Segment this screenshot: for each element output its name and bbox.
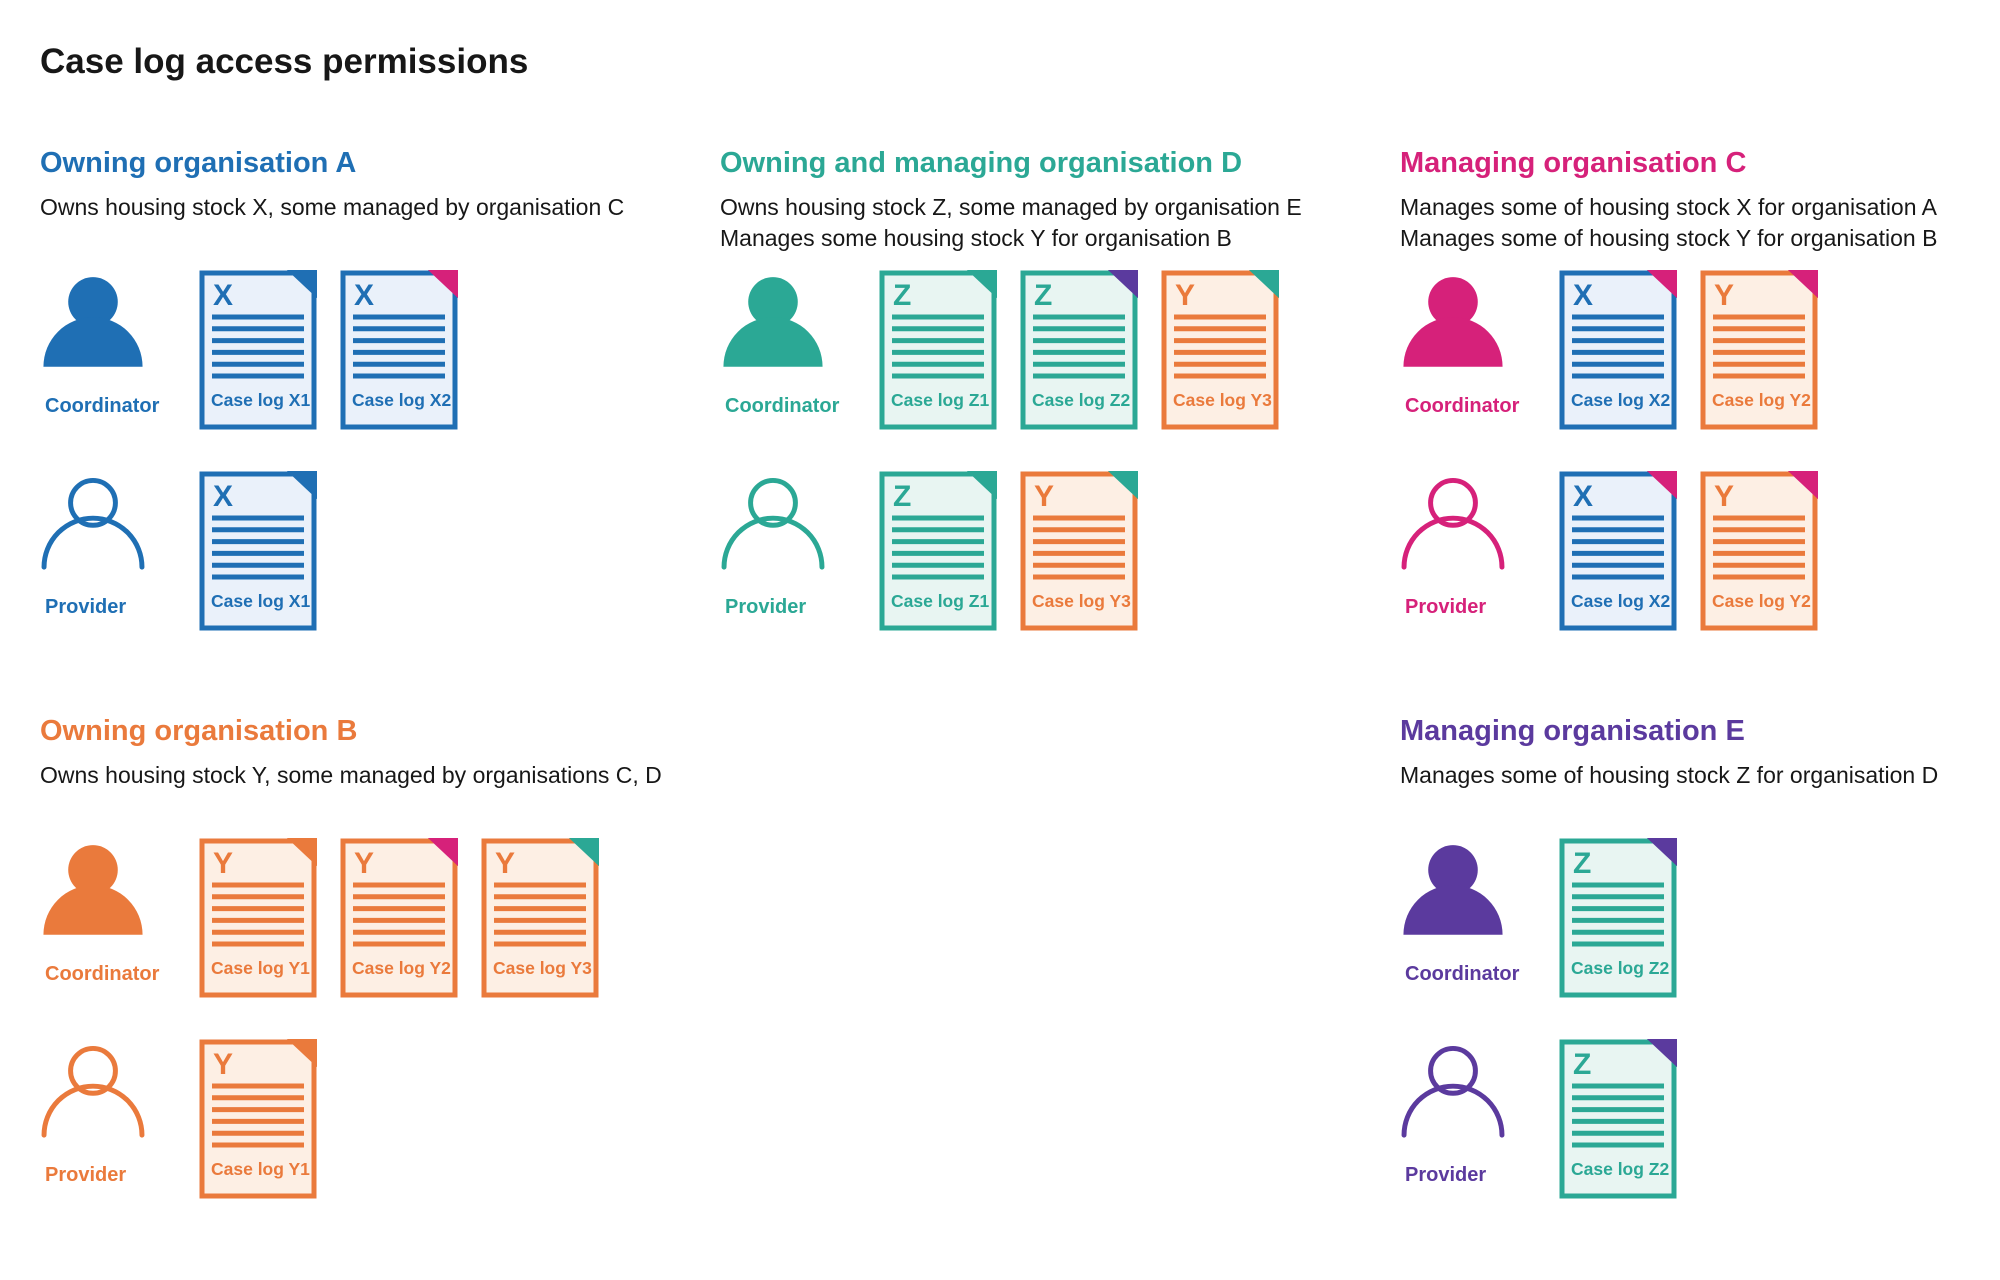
svg-text:Case log Z2: Case log Z2 [1032, 390, 1130, 410]
svg-text:Case log Y3: Case log Y3 [1173, 390, 1272, 410]
svg-text:Z: Z [1034, 279, 1052, 312]
svg-text:Case log Y3: Case log Y3 [1032, 591, 1131, 611]
svg-text:X: X [1573, 279, 1593, 312]
svg-text:Z: Z [1573, 1048, 1591, 1081]
svg-text:Y: Y [354, 847, 374, 880]
svg-text:Case log Y1: Case log Y1 [211, 958, 310, 978]
svg-text:Case log Y2: Case log Y2 [1712, 591, 1811, 611]
svg-text:Y: Y [213, 1048, 233, 1081]
svg-text:X: X [1573, 480, 1593, 513]
svg-text:Case log Y3: Case log Y3 [493, 958, 592, 978]
svg-text:Z: Z [893, 480, 911, 513]
svg-text:Y: Y [1034, 480, 1054, 513]
svg-text:Case log Y1: Case log Y1 [211, 1159, 310, 1179]
svg-text:Case log X1: Case log X1 [211, 591, 310, 611]
svg-text:Case log Z1: Case log Z1 [891, 390, 989, 410]
svg-text:Case log X2: Case log X2 [1571, 390, 1670, 410]
svg-text:Y: Y [1175, 279, 1195, 312]
svg-text:Case log Y2: Case log Y2 [1712, 390, 1811, 410]
svg-text:Z: Z [893, 279, 911, 312]
svg-text:Y: Y [1714, 480, 1734, 513]
svg-text:Case log X2: Case log X2 [352, 390, 451, 410]
svg-text:Case log Z2: Case log Z2 [1571, 1159, 1669, 1179]
svg-text:X: X [354, 279, 374, 312]
svg-text:X: X [213, 480, 233, 513]
svg-text:Y: Y [1714, 279, 1734, 312]
svg-text:Y: Y [213, 847, 233, 880]
svg-text:Case log Y2: Case log Y2 [352, 958, 451, 978]
svg-text:Case log Z1: Case log Z1 [891, 591, 989, 611]
svg-text:Case log X1: Case log X1 [211, 390, 310, 410]
svg-text:Case log X2: Case log X2 [1571, 591, 1670, 611]
svg-text:Y: Y [495, 847, 515, 880]
svg-text:X: X [213, 279, 233, 312]
svg-text:Z: Z [1573, 847, 1591, 880]
svg-text:Case log Z2: Case log Z2 [1571, 958, 1669, 978]
